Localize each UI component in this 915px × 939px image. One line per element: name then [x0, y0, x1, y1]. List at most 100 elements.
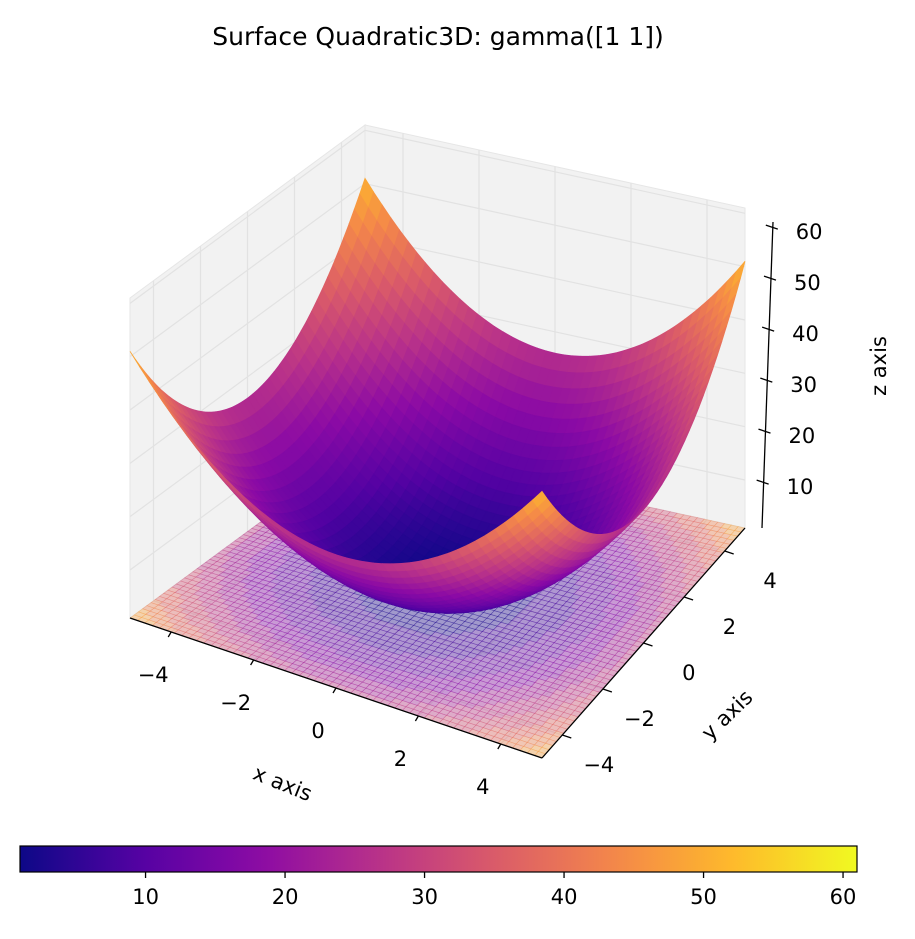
contour-cell: [393, 639, 406, 647]
contour-cell: [285, 647, 298, 655]
contour-cell: [202, 575, 216, 582]
contour-cell: [199, 601, 213, 608]
contour-cell: [222, 599, 235, 607]
contour-cell: [344, 648, 358, 655]
contour-cell: [276, 621, 289, 628]
contour-cell: [251, 650, 264, 658]
contour-cell: [263, 599, 276, 606]
contour-cell: [414, 655, 427, 663]
contour-cell: [478, 631, 491, 638]
contour-cell: [216, 580, 230, 587]
contour-cell: [406, 682, 419, 690]
contour-cell: [369, 608, 383, 615]
contour-cell: [441, 639, 454, 647]
contour-cell: [307, 655, 320, 662]
contour-cell: [161, 598, 175, 605]
contour-cell: [198, 578, 212, 585]
contour-cell: [333, 649, 347, 657]
contour-cell: [172, 606, 186, 613]
contour-cell: [390, 624, 404, 631]
contour-cell: [486, 614, 499, 621]
contour-cell: [320, 626, 333, 633]
contour-cell: [166, 595, 179, 602]
contour-cell: [247, 645, 261, 652]
contour-cell: [191, 607, 204, 615]
contour-cell: [363, 597, 376, 604]
contour-cell: [149, 607, 163, 614]
contour-cell: [398, 617, 411, 624]
contour-cell: [186, 579, 200, 586]
contour-cell: [355, 656, 368, 664]
contour-cell: [295, 613, 309, 621]
contour-cell: [420, 697, 433, 705]
contour-cell: [273, 658, 286, 665]
contour-cell: [418, 661, 431, 669]
contour-cell: [427, 616, 441, 623]
contour-cell: [225, 573, 238, 580]
contour-cell: [413, 621, 426, 628]
contour-cell: [263, 640, 276, 648]
contour-cell: [298, 586, 311, 594]
contour-cell: [303, 574, 316, 582]
contour-cell: [413, 685, 426, 693]
contour-cell: [266, 604, 280, 611]
contour-cell: [400, 651, 413, 658]
contour-cell: [226, 565, 240, 572]
contour-cell: [316, 629, 329, 637]
grid-line-z-back: [364, 183, 746, 268]
contour-cell: [342, 623, 356, 631]
contour-cell: [319, 635, 333, 642]
contour-cell: [258, 579, 271, 586]
contour-cell: [210, 600, 224, 607]
contour-cell: [246, 558, 259, 565]
contour-cell: [323, 590, 337, 597]
contour-cell: [171, 615, 185, 622]
contour-cell: [264, 590, 277, 597]
contour-cell: [352, 598, 365, 605]
contour-cell: [390, 633, 403, 641]
contour-cell: [244, 566, 258, 573]
contour-cell: [419, 633, 432, 640]
contour-cell: [429, 660, 442, 668]
contour-cell: [450, 613, 463, 620]
contour-cell: [338, 636, 351, 644]
contour-cell: [418, 652, 431, 659]
contour-cell: [326, 647, 339, 654]
contour-cell: [188, 593, 202, 600]
grid-line-z-back: [364, 236, 746, 321]
contour-cell: [236, 604, 250, 611]
contour-cell: [450, 667, 464, 675]
contour-cell: [269, 547, 283, 554]
contour-cell: [198, 610, 212, 617]
contour-cell: [348, 602, 361, 609]
contour-cell: [281, 642, 295, 649]
contour-cell: [325, 613, 338, 621]
contour-cell: [293, 631, 307, 639]
contour-cell: [342, 590, 355, 598]
contour-cell: [371, 642, 384, 649]
contour-cell: [427, 625, 440, 633]
contour-cell: [444, 645, 457, 653]
contour-cell: [254, 614, 267, 621]
contour-cell: [297, 637, 310, 645]
contour-cell: [315, 638, 329, 646]
contour-cell: [405, 692, 419, 700]
contour-cell: [347, 663, 361, 671]
contour-cell: [285, 565, 299, 572]
contour-cell: [328, 619, 341, 626]
contour-cell: [448, 632, 461, 639]
contour-cell: [220, 554, 234, 561]
contour-cell: [218, 594, 232, 601]
contour-cell: [310, 661, 323, 668]
contour-cell: [497, 612, 510, 619]
contour-cell: [203, 630, 217, 637]
contour-cell: [209, 555, 222, 562]
contour-cell: [372, 623, 385, 630]
contour-cell: [317, 579, 330, 586]
contour-cell: [273, 575, 287, 582]
contour-cell: [409, 688, 422, 696]
contour-cell: [263, 567, 276, 574]
contour-cell: [309, 585, 322, 592]
contour-cell: [168, 609, 181, 616]
contour-cell: [275, 630, 288, 638]
